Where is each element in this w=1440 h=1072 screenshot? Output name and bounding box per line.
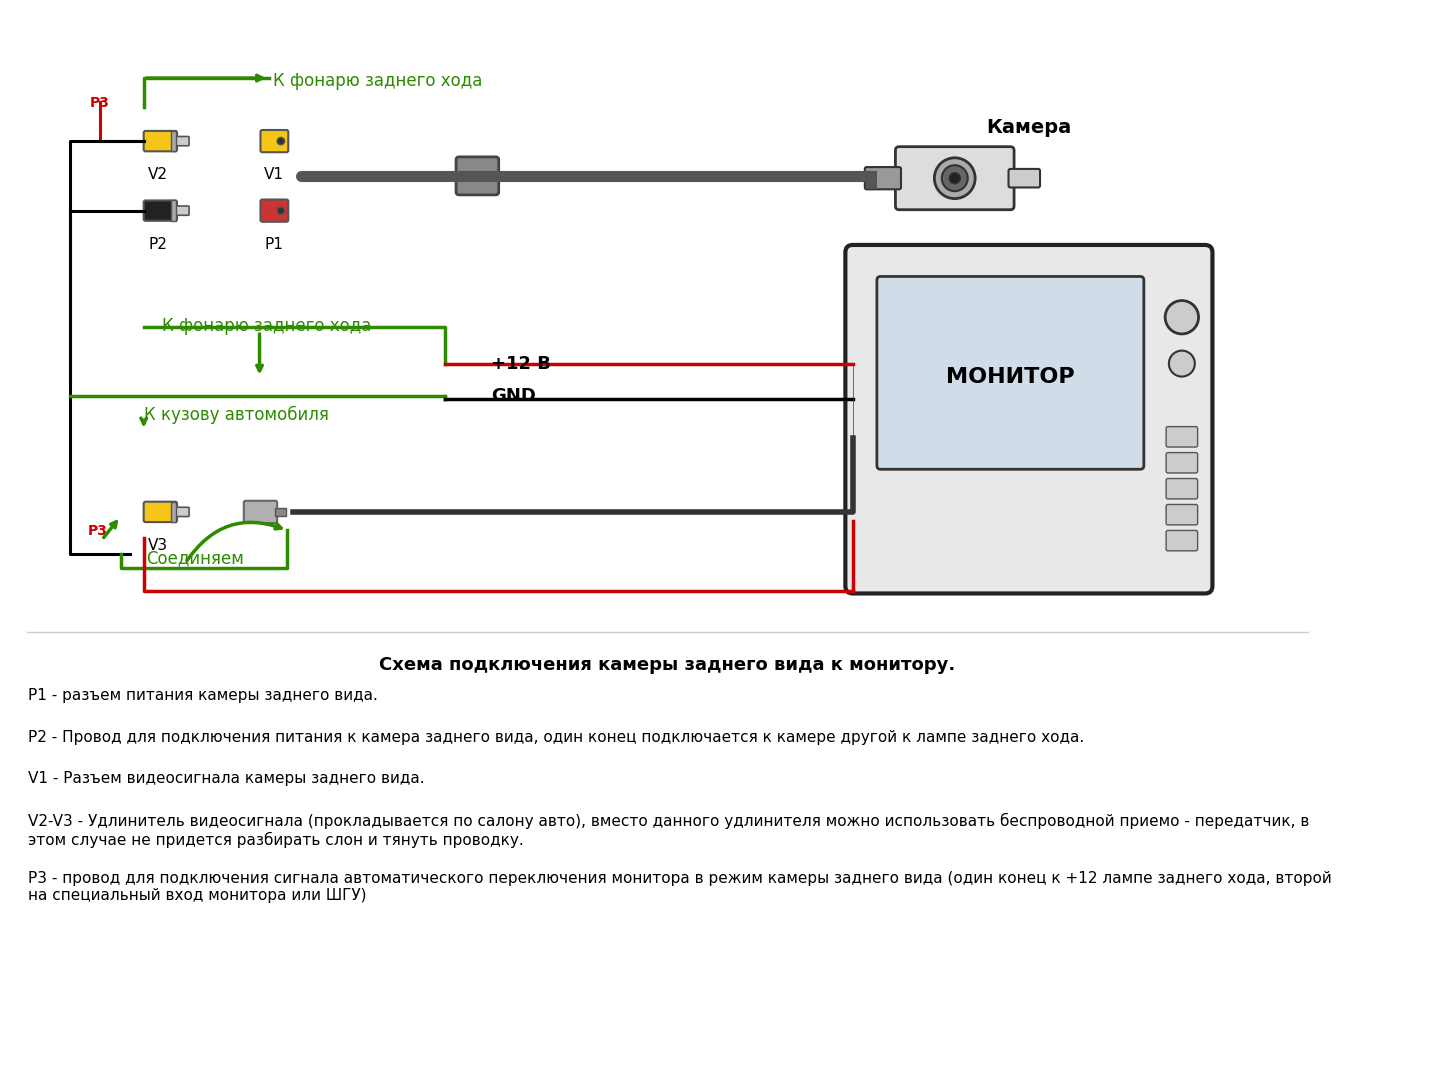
FancyBboxPatch shape	[261, 199, 288, 222]
Circle shape	[1165, 300, 1198, 333]
Circle shape	[949, 173, 960, 183]
Text: V2: V2	[147, 167, 167, 182]
Text: К фонарю заднего хода: К фонарю заднего хода	[274, 72, 482, 90]
Bar	[275, 508, 287, 516]
FancyBboxPatch shape	[865, 167, 901, 190]
FancyBboxPatch shape	[1166, 531, 1198, 551]
Bar	[171, 200, 176, 221]
FancyBboxPatch shape	[1166, 452, 1198, 473]
FancyBboxPatch shape	[174, 507, 189, 517]
Text: V1 - Разъем видеосигнала камеры заднего вида.: V1 - Разъем видеосигнала камеры заднего …	[27, 772, 425, 787]
FancyBboxPatch shape	[1008, 169, 1040, 188]
FancyBboxPatch shape	[1166, 427, 1198, 447]
Text: P1 - разъем питания камеры заднего вида.: P1 - разъем питания камеры заднего вида.	[27, 688, 377, 703]
Circle shape	[1169, 351, 1195, 376]
Text: К кузову автомобиля: К кузову автомобиля	[144, 405, 328, 423]
Text: GND: GND	[491, 387, 536, 405]
Text: К фонарю заднего хода: К фонарю заднего хода	[163, 317, 372, 336]
FancyBboxPatch shape	[877, 277, 1143, 470]
Text: P1: P1	[264, 237, 282, 252]
FancyBboxPatch shape	[261, 130, 288, 152]
Text: МОНИТОР: МОНИТОР	[946, 368, 1074, 387]
Circle shape	[942, 165, 968, 191]
Text: +12 В: +12 В	[491, 355, 552, 373]
Text: P2 - Провод для подключения питания к камера заднего вида, один конец подключает: P2 - Провод для подключения питания к ка…	[27, 730, 1084, 745]
Circle shape	[276, 137, 285, 145]
Text: Соединяем: Соединяем	[145, 549, 243, 567]
Bar	[171, 502, 176, 522]
FancyBboxPatch shape	[144, 200, 177, 221]
FancyBboxPatch shape	[144, 502, 177, 522]
Text: V1: V1	[264, 167, 284, 182]
Text: Р3 - провод для подключения сигнала автоматического переключения монитора в режи: Р3 - провод для подключения сигнала авто…	[27, 870, 1332, 903]
FancyBboxPatch shape	[845, 244, 1212, 594]
Circle shape	[276, 207, 285, 214]
Text: V2-V3 - Удлинитель видеосигнала (прокладывается по салону авто), вместо данного : V2-V3 - Удлинитель видеосигнала (проклад…	[27, 814, 1309, 848]
FancyBboxPatch shape	[896, 147, 1014, 210]
Text: Камера: Камера	[986, 118, 1071, 137]
FancyBboxPatch shape	[144, 131, 177, 151]
Bar	[171, 131, 176, 151]
Text: V3: V3	[147, 538, 167, 553]
Text: P3: P3	[91, 95, 109, 109]
Text: Схема подключения камеры заднего вида к монитору.: Схема подключения камеры заднего вида к …	[379, 656, 956, 673]
Text: P2: P2	[148, 237, 167, 252]
FancyBboxPatch shape	[174, 206, 189, 215]
FancyBboxPatch shape	[174, 136, 189, 146]
Circle shape	[935, 158, 975, 198]
Text: P3: P3	[88, 524, 107, 538]
FancyBboxPatch shape	[456, 157, 498, 195]
FancyBboxPatch shape	[243, 501, 276, 523]
FancyBboxPatch shape	[1166, 478, 1198, 498]
FancyBboxPatch shape	[1166, 505, 1198, 525]
